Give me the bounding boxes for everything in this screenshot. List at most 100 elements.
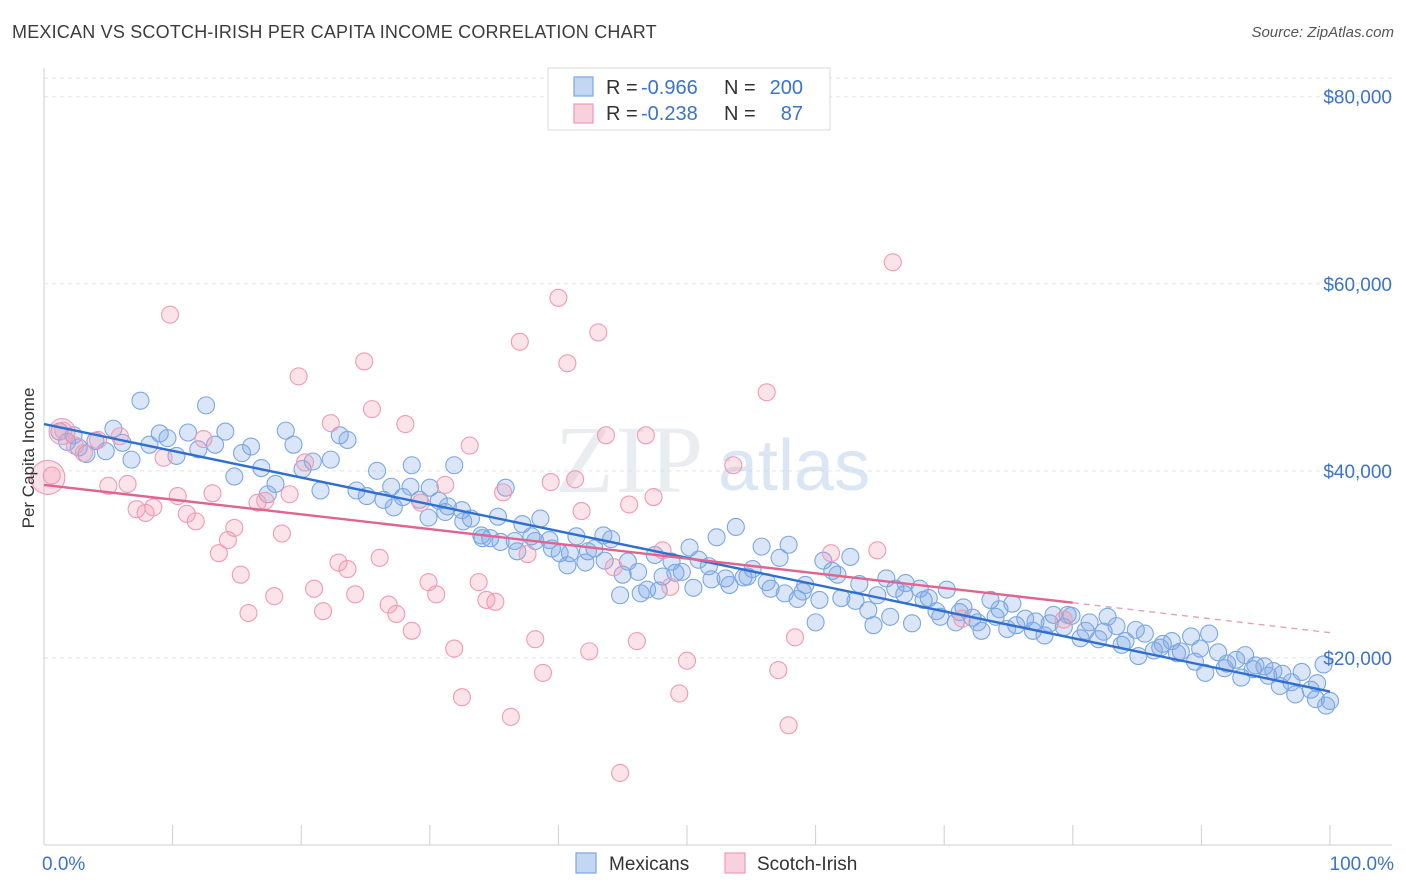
point-1-large-b <box>48 418 76 446</box>
point-0-146 <box>1306 690 1325 709</box>
point-0-86 <box>806 613 825 632</box>
series-scotch-irish-points <box>30 253 1073 783</box>
point-1-15 <box>186 512 205 531</box>
y-axis-title: Per Capita Income <box>19 388 38 529</box>
point-0-160 <box>1076 621 1095 640</box>
point-0-147 <box>1286 685 1305 704</box>
point-0-145 <box>1317 696 1336 715</box>
point-0-45 <box>445 456 464 475</box>
point-1-31 <box>314 602 333 621</box>
bottom-legend-swatch-mexicans <box>575 852 597 874</box>
point-0-122 <box>1126 620 1145 639</box>
point-0-30 <box>311 481 330 500</box>
point-0-9 <box>122 450 141 469</box>
point-0-82 <box>770 548 789 567</box>
point-1-34 <box>338 560 357 579</box>
point-1-65 <box>589 323 608 342</box>
point-1-71 <box>636 426 655 445</box>
point-0-159 <box>1094 622 1113 641</box>
point-1-86 <box>1054 610 1073 629</box>
point-1-59 <box>541 473 560 492</box>
point-0-123 <box>1135 624 1154 643</box>
point-0-171 <box>881 607 900 626</box>
point-0-64 <box>611 586 630 605</box>
point-1-83 <box>868 541 887 560</box>
point-1-11 <box>154 448 173 467</box>
point-0-10 <box>131 391 150 410</box>
point-1-5 <box>99 476 118 495</box>
point-0-181 <box>702 570 721 589</box>
point-0-117 <box>1080 613 1099 632</box>
point-1-38 <box>370 548 389 567</box>
y-axis: $20,000 $40,000 $60,000 $80,000 <box>1323 88 1392 670</box>
point-1-26 <box>272 524 291 543</box>
legend-swatch-mexicans <box>573 76 594 97</box>
point-1-25 <box>265 587 284 606</box>
point-1-37 <box>362 400 381 419</box>
point-1-42 <box>402 621 421 640</box>
point-0-18 <box>205 435 225 454</box>
point-0-176 <box>793 582 812 601</box>
point-1-58 <box>533 663 553 682</box>
point-0-51 <box>496 478 515 497</box>
legend-r-label-mexicans: R = <box>606 77 638 99</box>
point-0-177 <box>775 584 794 603</box>
point-1-54 <box>501 707 520 726</box>
point-1-52 <box>486 592 505 611</box>
legend-n-label-mexicans: N = <box>724 77 756 99</box>
point-0-63 <box>602 530 621 549</box>
point-1-63 <box>572 502 591 521</box>
point-0-13 <box>158 429 177 448</box>
point-1-3 <box>74 444 93 463</box>
point-1-79 <box>769 661 788 680</box>
point-1-24 <box>256 491 275 510</box>
legend-swatch-scotch-irish <box>573 103 594 124</box>
point-1-82 <box>821 544 841 563</box>
point-0-36 <box>368 461 387 480</box>
point-1-33 <box>329 553 348 572</box>
point-1-74 <box>661 577 680 596</box>
point-0-26 <box>276 421 295 440</box>
legend-n-value-scotch-irish: 87 <box>781 103 803 125</box>
point-0-195 <box>454 512 473 531</box>
point-1-35 <box>346 585 365 604</box>
point-0-55 <box>531 509 550 528</box>
point-0-71 <box>672 562 691 581</box>
legend-r-value-mexicans: -0.966 <box>641 77 698 99</box>
point-0-156 <box>1151 638 1170 657</box>
point-0-164 <box>1003 594 1022 613</box>
point-0-7 <box>104 419 123 438</box>
y-tick-label-3: $80,000 <box>1323 88 1392 109</box>
chart-title: MEXICAN VS SCOTCH-IRISH PER CAPITA INCOM… <box>12 22 657 42</box>
point-1-39 <box>379 595 398 614</box>
point-1-51 <box>477 590 496 609</box>
point-0-40 <box>402 456 421 475</box>
bottom-legend-label-scotch-irish: Scotch-Irish <box>757 854 857 875</box>
point-0-15 <box>178 423 198 442</box>
point-0-158 <box>1112 635 1131 654</box>
point-1-69 <box>620 495 639 514</box>
point-0-113 <box>1044 605 1063 624</box>
y-tick-label-1: $40,000 <box>1323 462 1392 483</box>
point-1-7 <box>118 474 137 493</box>
point-1-14 <box>177 504 196 523</box>
point-1-28 <box>289 367 308 386</box>
point-1-0 <box>42 466 61 485</box>
point-1-18 <box>209 544 228 563</box>
point-0-132 <box>1218 654 1237 673</box>
point-1-47 <box>445 639 464 658</box>
bottom-legend-label-mexicans: Mexicans <box>609 854 689 875</box>
x-axis <box>43 68 1392 846</box>
point-1-53 <box>494 483 513 502</box>
point-1-77 <box>724 456 743 475</box>
point-1-41 <box>396 415 415 434</box>
point-0-75 <box>707 528 726 547</box>
point-1-64 <box>580 642 599 661</box>
point-0-105 <box>972 621 991 640</box>
point-0-184 <box>649 581 668 600</box>
point-1-23 <box>248 493 267 512</box>
point-0-19 <box>216 422 235 441</box>
point-0-162 <box>1040 614 1059 633</box>
legend-top: R = -0.966 N = 200 R = -0.238 N = 87 <box>547 67 831 131</box>
